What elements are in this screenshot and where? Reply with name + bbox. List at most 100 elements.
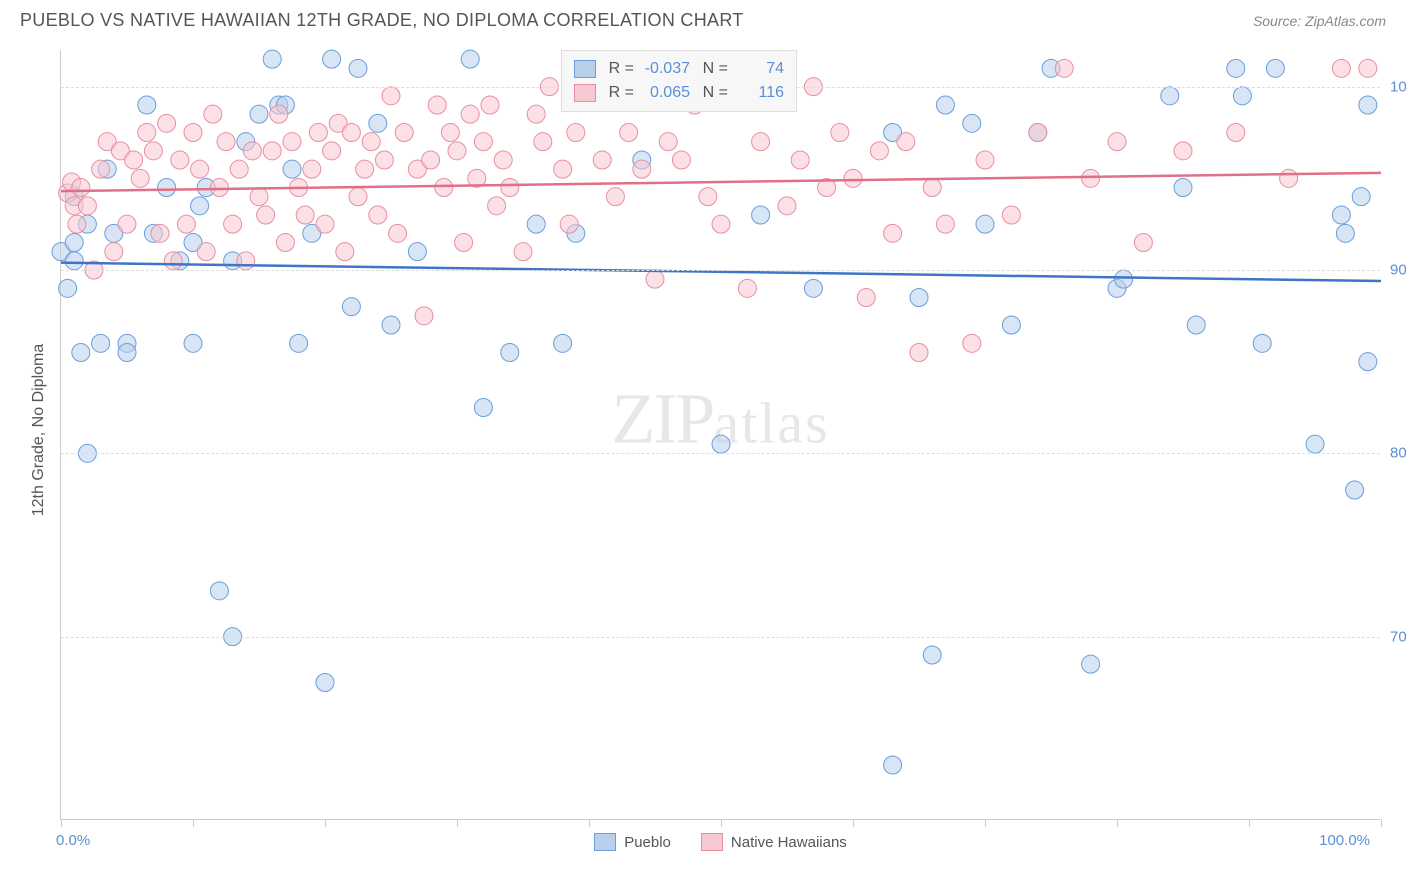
data-point-hawaiian [659, 133, 677, 151]
data-point-hawaiian [197, 243, 215, 261]
data-point-pueblo [349, 59, 367, 77]
source-attribution: Source: ZipAtlas.com [1253, 13, 1386, 29]
data-point-hawaiian [593, 151, 611, 169]
data-point-pueblo [1174, 179, 1192, 197]
data-point-pueblo [1266, 59, 1284, 77]
data-point-hawaiian [831, 124, 849, 142]
data-point-hawaiian [303, 160, 321, 178]
data-point-pueblo [65, 252, 83, 270]
data-point-hawaiian [177, 215, 195, 233]
legend: Pueblo Native Hawaiians [61, 833, 1380, 851]
data-point-hawaiian [752, 133, 770, 151]
gridline [61, 637, 1380, 638]
data-point-hawaiian [1029, 124, 1047, 142]
data-point-hawaiian [1108, 133, 1126, 151]
data-point-pueblo [910, 289, 928, 307]
data-point-hawaiian [514, 243, 532, 261]
data-point-hawaiian [68, 215, 86, 233]
data-point-hawaiian [488, 197, 506, 215]
scatter-plot-svg [61, 50, 1381, 820]
data-point-hawaiian [237, 252, 255, 270]
data-point-hawaiian [791, 151, 809, 169]
x-tick [325, 819, 326, 827]
data-point-pueblo [1161, 87, 1179, 105]
data-point-pueblo [804, 279, 822, 297]
data-point-pueblo [474, 399, 492, 417]
data-point-hawaiian [164, 252, 182, 270]
y-tick-label: 100.0% [1390, 78, 1406, 95]
data-point-pueblo [263, 50, 281, 68]
data-point-pueblo [1115, 270, 1133, 288]
data-point-pueblo [1352, 188, 1370, 206]
data-point-pueblo [65, 234, 83, 252]
data-point-hawaiian [554, 160, 572, 178]
data-point-pueblo [158, 179, 176, 197]
data-point-hawaiian [1002, 206, 1020, 224]
x-tick [1249, 819, 1250, 827]
data-point-hawaiian [171, 151, 189, 169]
legend-item-hawaiian: Native Hawaiians [701, 833, 847, 851]
x-tick [985, 819, 986, 827]
data-point-hawaiian [923, 179, 941, 197]
data-point-hawaiian [389, 224, 407, 242]
data-point-pueblo [408, 243, 426, 261]
data-point-hawaiian [494, 151, 512, 169]
y-axis-title: 12th Grade, No Diploma [30, 344, 48, 517]
x-tick [853, 819, 854, 827]
stats-row-hawaiian: R = 0.065 N = 116 [574, 81, 784, 105]
data-point-hawaiian [897, 133, 915, 151]
data-point-hawaiian [375, 151, 393, 169]
data-point-pueblo [1306, 435, 1324, 453]
data-point-pueblo [184, 334, 202, 352]
data-point-hawaiian [1280, 169, 1298, 187]
stats-row-pueblo: R = -0.037 N = 74 [574, 57, 784, 81]
chart-title: PUEBLO VS NATIVE HAWAIIAN 12TH GRADE, NO… [20, 10, 744, 31]
data-point-hawaiian [976, 151, 994, 169]
pueblo-swatch-icon [574, 60, 596, 78]
data-point-pueblo [527, 215, 545, 233]
data-point-hawaiian [422, 151, 440, 169]
data-point-hawaiian [316, 215, 334, 233]
data-point-pueblo [1253, 334, 1271, 352]
data-point-hawaiian [362, 133, 380, 151]
data-point-hawaiian [501, 179, 519, 197]
data-point-hawaiian [455, 234, 473, 252]
data-point-hawaiian [336, 243, 354, 261]
data-point-hawaiian [323, 142, 341, 160]
source-name: ZipAtlas.com [1305, 13, 1386, 29]
data-point-pueblo [210, 582, 228, 600]
data-point-hawaiian [461, 105, 479, 123]
data-point-hawaiian [257, 206, 275, 224]
gridline [61, 270, 1380, 271]
data-point-pueblo [250, 105, 268, 123]
data-point-hawaiian [606, 188, 624, 206]
data-point-hawaiian [567, 124, 585, 142]
data-point-hawaiian [184, 124, 202, 142]
correlation-stats-box: R = -0.037 N = 74 R = 0.065 N = 116 [561, 50, 797, 112]
data-point-hawaiian [118, 215, 136, 233]
data-point-hawaiian [210, 179, 228, 197]
data-point-pueblo [554, 334, 572, 352]
data-point-hawaiian [105, 243, 123, 261]
hawaiian-swatch-icon [574, 84, 596, 102]
data-point-pueblo [1332, 206, 1350, 224]
data-point-hawaiian [342, 124, 360, 142]
data-point-hawaiian [963, 334, 981, 352]
data-point-hawaiian [395, 124, 413, 142]
data-point-pueblo [884, 756, 902, 774]
y-tick-label: 70.0% [1390, 628, 1406, 645]
hawaiian-n-value: 116 [736, 84, 784, 102]
data-point-hawaiian [92, 160, 110, 178]
data-point-hawaiian [560, 215, 578, 233]
y-tick-label: 90.0% [1390, 262, 1406, 279]
x-tick [61, 819, 62, 827]
y-tick-label: 80.0% [1390, 445, 1406, 462]
data-point-hawaiian [633, 160, 651, 178]
data-point-pueblo [72, 344, 90, 362]
data-point-hawaiian [936, 215, 954, 233]
data-point-hawaiian [296, 206, 314, 224]
data-point-hawaiian [382, 87, 400, 105]
data-point-pueblo [923, 646, 941, 664]
x-tick [1117, 819, 1118, 827]
x-tick [1381, 819, 1382, 827]
